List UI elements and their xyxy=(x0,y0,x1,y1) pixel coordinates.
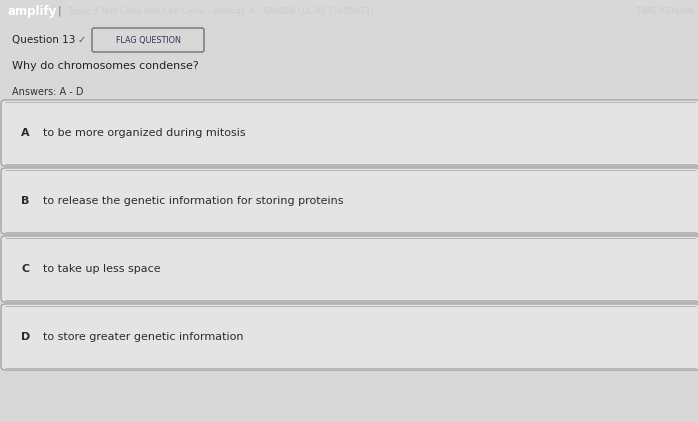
Text: A: A xyxy=(21,128,29,138)
Text: to store greater genetic information: to store greater genetic information xyxy=(43,332,244,342)
FancyBboxPatch shape xyxy=(92,28,204,52)
FancyBboxPatch shape xyxy=(1,304,698,370)
Text: to release the genetic information for storing proteins: to release the genetic information for s… xyxy=(43,196,343,206)
Text: D: D xyxy=(21,332,30,342)
Text: TIME REMAIN: TIME REMAIN xyxy=(636,6,693,16)
Text: Topic 3 Test Cells and Cell Cycle - Biology A - SAVIOR LUCAS (7450031): Topic 3 Test Cells and Cell Cycle - Biol… xyxy=(68,6,374,16)
Text: Why do chromosomes condense?: Why do chromosomes condense? xyxy=(12,61,199,71)
Text: FLAG QUESTION: FLAG QUESTION xyxy=(116,35,181,44)
FancyBboxPatch shape xyxy=(1,100,698,166)
Text: Question 13: Question 13 xyxy=(12,35,75,45)
Text: to take up less space: to take up less space xyxy=(43,264,161,274)
FancyBboxPatch shape xyxy=(1,168,698,234)
Text: Answers: A - D: Answers: A - D xyxy=(12,87,84,97)
Text: to be more organized during mitosis: to be more organized during mitosis xyxy=(43,128,246,138)
Text: ✓: ✓ xyxy=(78,35,86,45)
Text: amplify: amplify xyxy=(8,5,57,17)
Text: C: C xyxy=(21,264,29,274)
Text: B: B xyxy=(21,196,29,206)
FancyBboxPatch shape xyxy=(1,236,698,302)
Text: |: | xyxy=(58,6,61,16)
